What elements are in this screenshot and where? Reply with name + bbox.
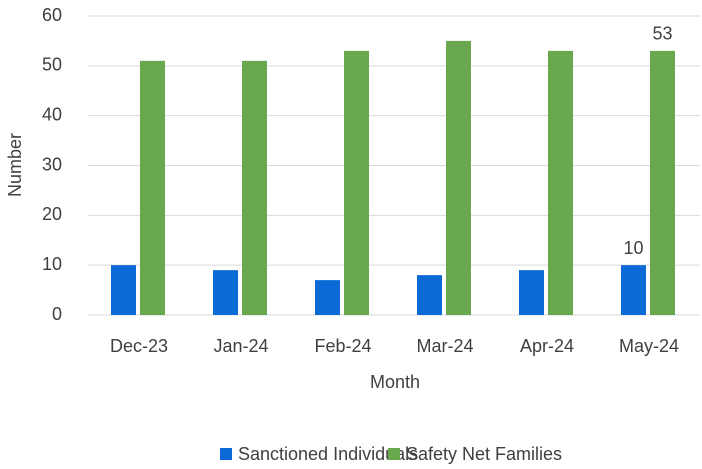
- x-axis-label: Month: [370, 372, 420, 392]
- bar: [446, 40, 471, 316]
- y-tick-label: 20: [42, 204, 62, 224]
- legend-label: Sanctioned Individuals: [238, 444, 418, 464]
- bar: [344, 50, 369, 316]
- bar: [315, 280, 340, 315]
- y-tick-label: 30: [42, 154, 62, 174]
- x-tick-label: Apr-24: [520, 336, 574, 356]
- y-tick-label: 50: [42, 55, 62, 75]
- bar: [213, 270, 238, 315]
- legend-swatch: [220, 448, 232, 460]
- y-tick-label: 60: [42, 5, 62, 25]
- y-axis-label: Number: [5, 133, 25, 197]
- x-tick-label: May-24: [619, 336, 679, 356]
- bar: [621, 265, 646, 315]
- bar: [548, 50, 573, 316]
- x-tick-label: Mar-24: [416, 336, 473, 356]
- x-tick-label: Dec-23: [110, 336, 168, 356]
- bar: [650, 50, 675, 316]
- y-tick-label: 10: [42, 254, 62, 274]
- data-label: 53: [652, 24, 672, 44]
- x-tick-label: Feb-24: [314, 336, 371, 356]
- bar: [140, 60, 165, 315]
- y-tick-label: 0: [52, 304, 62, 324]
- data-label: 10: [623, 238, 643, 258]
- x-tick-label: Jan-24: [213, 336, 268, 356]
- legend-swatch: [388, 448, 400, 460]
- legend-label: Safety Net Families: [406, 444, 562, 464]
- bar: [417, 275, 442, 315]
- bar: [242, 60, 267, 315]
- y-tick-label: 40: [42, 104, 62, 124]
- bar: [111, 265, 136, 315]
- bar: [519, 270, 544, 315]
